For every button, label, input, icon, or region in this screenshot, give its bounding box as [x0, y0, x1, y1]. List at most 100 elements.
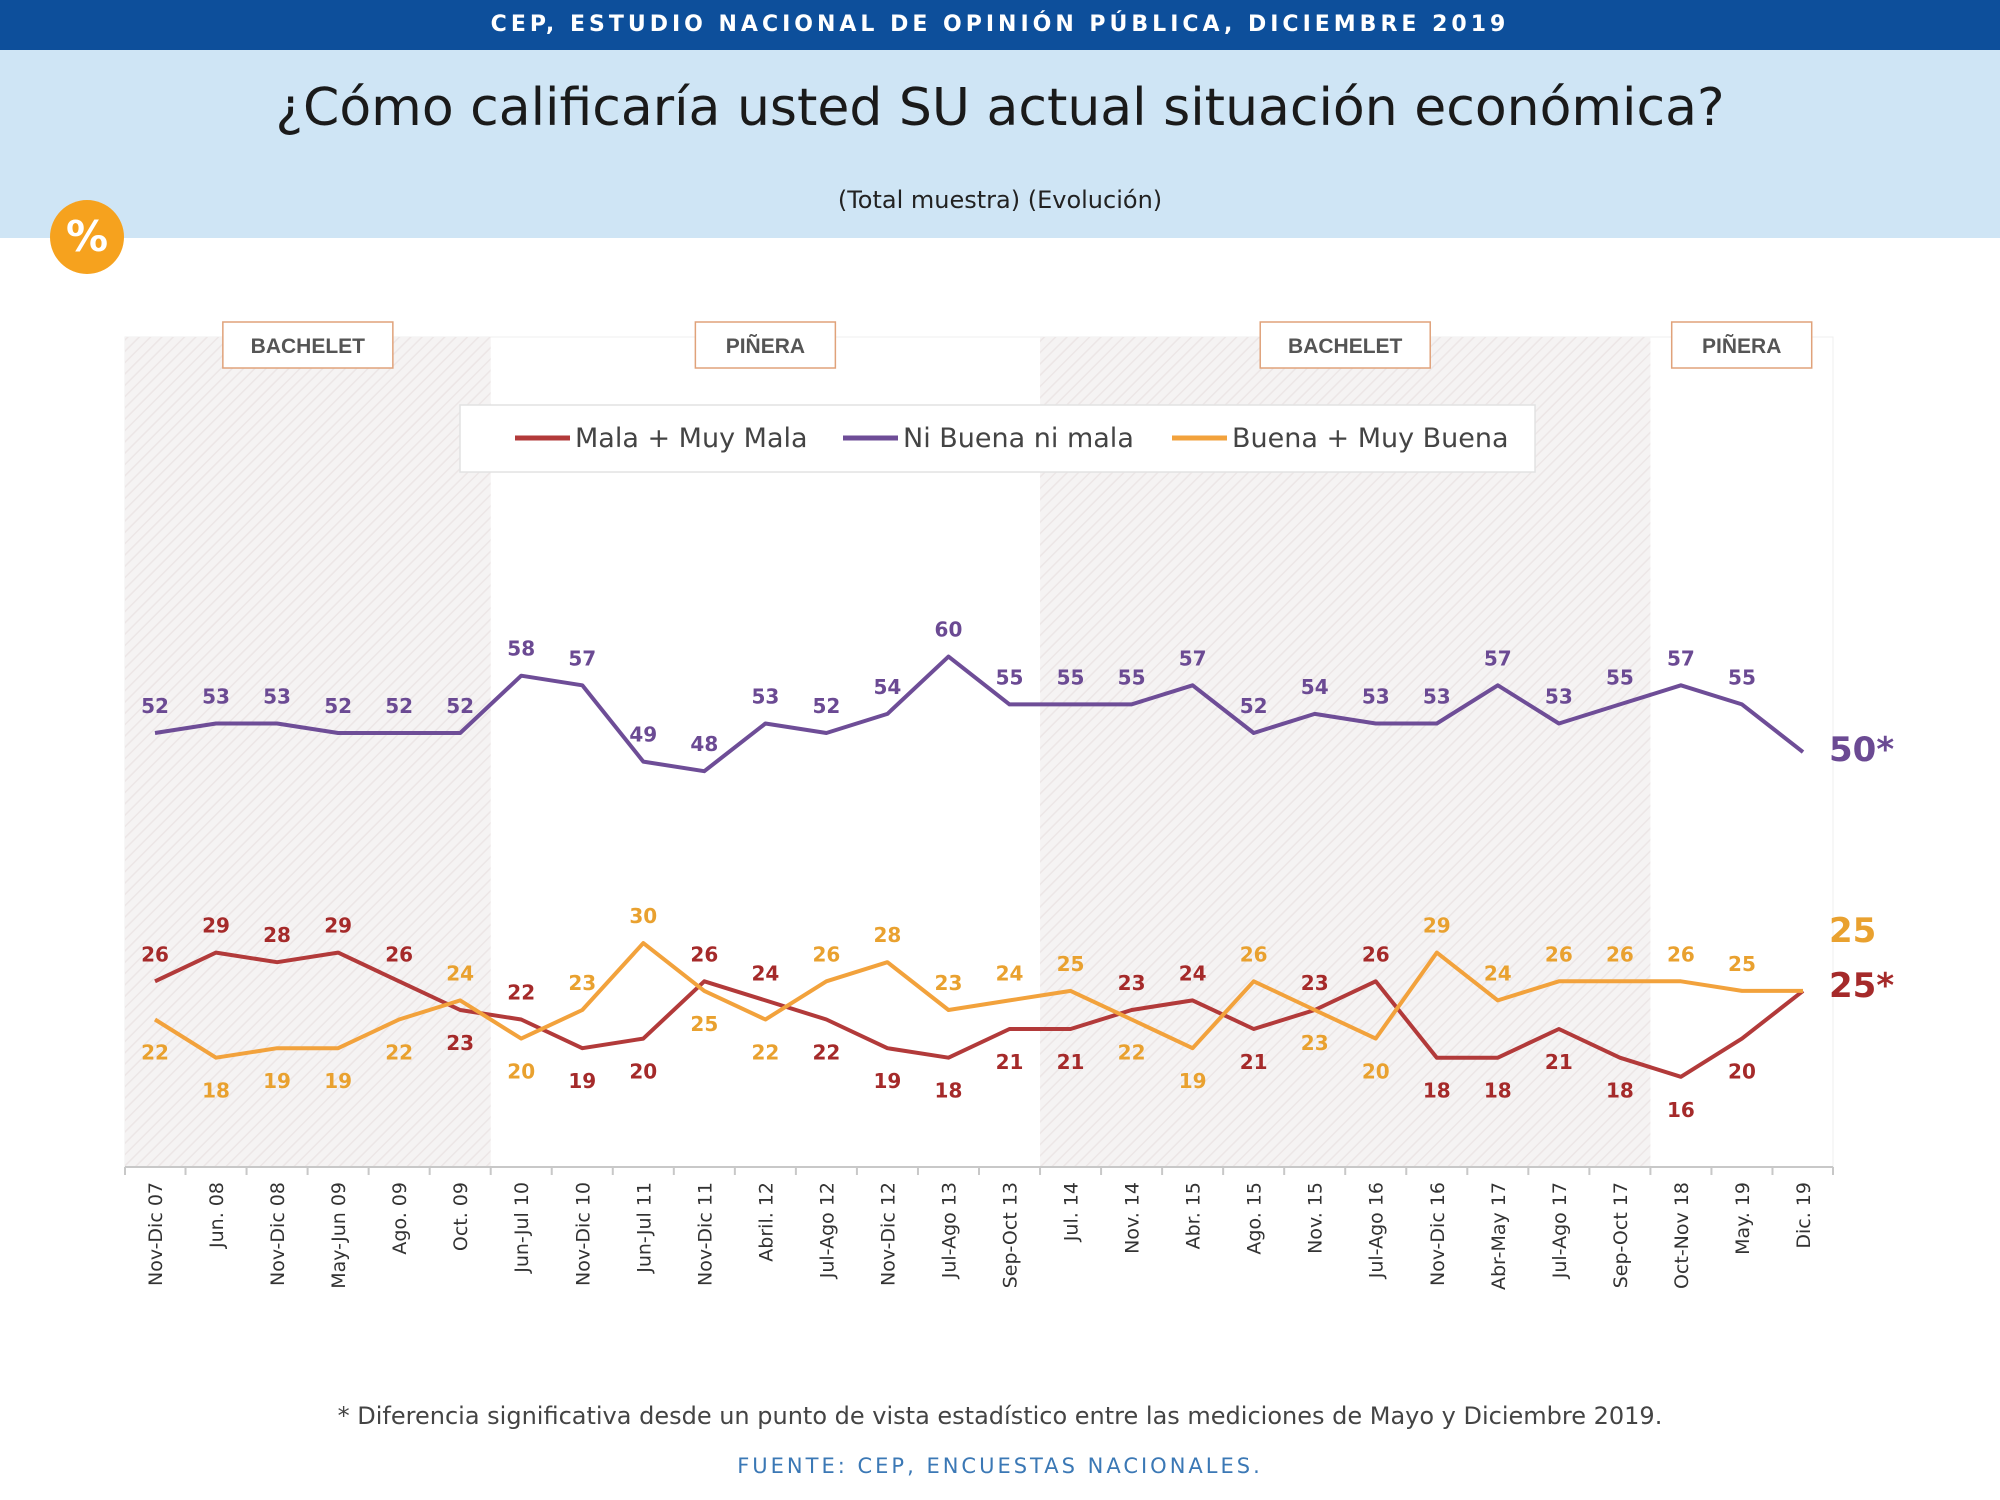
data-label: 22 — [812, 1041, 840, 1065]
data-label: 57 — [1179, 646, 1207, 670]
data-label: 26 — [1545, 942, 1573, 966]
data-label: 25 — [690, 1012, 718, 1036]
data-label: 25 — [1728, 952, 1756, 976]
data-label: 24 — [996, 961, 1024, 985]
data-label: 24 — [1179, 961, 1207, 985]
data-label: 26 — [1606, 942, 1634, 966]
period-label: BACHELET — [1288, 335, 1403, 358]
data-label: 18 — [1606, 1079, 1634, 1103]
x-tick-label: Dic. 19 — [1793, 1182, 1815, 1249]
data-label: 20 — [507, 1060, 535, 1084]
data-label: 21 — [996, 1050, 1024, 1074]
series-line-ni — [154, 654, 1805, 774]
x-tick-label: May-Jun 09 — [328, 1182, 350, 1289]
data-label: 23 — [1301, 971, 1329, 995]
period-label: PIÑERA — [726, 335, 805, 358]
x-tick-label: Nov-Dic 08 — [267, 1182, 289, 1286]
data-label: 29 — [324, 914, 352, 938]
data-label: 19 — [324, 1069, 352, 1093]
data-label: 23 — [568, 971, 596, 995]
data-label: 21 — [1545, 1050, 1573, 1074]
data-label: 19 — [1179, 1069, 1207, 1093]
x-tick-label: Nov. 15 — [1305, 1182, 1327, 1254]
x-tick-label: Jun-Jul 10 — [511, 1182, 533, 1274]
x-tick-label: Nov. 14 — [1122, 1182, 1144, 1254]
final-value-label: 25* — [1829, 966, 1894, 1006]
data-label: 22 — [507, 981, 535, 1005]
data-label: 55 — [996, 665, 1024, 689]
data-label: 57 — [568, 646, 596, 670]
data-label: 52 — [385, 694, 413, 718]
x-tick-label: Abr. 15 — [1183, 1182, 1205, 1249]
period-label: PIÑERA — [1702, 335, 1781, 358]
data-label: 19 — [263, 1069, 291, 1093]
data-label: 22 — [1118, 1041, 1146, 1065]
data-label: 21 — [1240, 1050, 1268, 1074]
source-note: FUENTE: CEP, ENCUESTAS NACIONALES. — [737, 1454, 1263, 1478]
x-tick-label: Nov-Dic 10 — [572, 1182, 594, 1286]
x-tick-label: Abril. 12 — [755, 1182, 777, 1262]
x-tick-label: Sep-Oct 13 — [1000, 1182, 1022, 1288]
period-shading — [125, 337, 491, 1167]
data-label: 23 — [446, 1031, 474, 1055]
data-label: 54 — [874, 675, 902, 699]
x-tick-label: Nov-Dic 16 — [1427, 1182, 1449, 1286]
data-label: 55 — [1057, 665, 1085, 689]
data-label: 28 — [874, 923, 902, 947]
data-label: 54 — [1301, 675, 1329, 699]
data-label: 58 — [507, 637, 535, 661]
legend-label: Buena + Muy Buena — [1232, 423, 1509, 454]
data-label: 20 — [629, 1060, 657, 1084]
x-tick-label: Jul-Ago 17 — [1549, 1182, 1571, 1279]
data-label: 53 — [1362, 684, 1390, 708]
data-label: 18 — [1484, 1079, 1512, 1103]
data-label: 18 — [1423, 1079, 1451, 1103]
data-label: 16 — [1667, 1098, 1695, 1122]
data-label: 24 — [1484, 961, 1512, 985]
data-label: 60 — [935, 618, 963, 642]
x-tick-label: Sep-Oct 17 — [1610, 1182, 1632, 1288]
legend — [459, 404, 1536, 473]
period-label-box — [222, 321, 394, 369]
data-label: 52 — [812, 694, 840, 718]
data-label: 24 — [751, 961, 779, 985]
x-tick-label: Jul. 14 — [1061, 1182, 1083, 1242]
x-tick-label: Jun. 08 — [206, 1182, 228, 1249]
data-label: 48 — [690, 732, 718, 756]
data-label: 29 — [1423, 914, 1451, 938]
data-label: 19 — [874, 1069, 902, 1093]
series-line-buena — [153, 941, 1803, 1060]
data-label: 20 — [1362, 1060, 1390, 1084]
data-label: 53 — [1545, 684, 1573, 708]
data-label: 53 — [751, 684, 779, 708]
data-label: 49 — [629, 723, 657, 747]
data-label: 52 — [324, 694, 352, 718]
x-tick-label: Abr-May 17 — [1488, 1182, 1510, 1290]
x-tick-label: Nov-Dic 12 — [877, 1182, 899, 1286]
period-shading — [1040, 337, 1651, 1167]
data-label: 30 — [629, 904, 657, 928]
data-label: 18 — [202, 1079, 230, 1103]
final-value-label: 25 — [1829, 911, 1876, 951]
data-label: 19 — [568, 1069, 596, 1093]
data-label: 23 — [1301, 1031, 1329, 1055]
data-label: 18 — [935, 1079, 963, 1103]
data-label: 26 — [690, 942, 718, 966]
data-label: 52 — [141, 694, 169, 718]
x-tick-label: Jul-Ago 13 — [938, 1182, 960, 1279]
data-label: 22 — [141, 1041, 169, 1065]
data-label: 26 — [1362, 942, 1390, 966]
period-label-box — [1259, 321, 1431, 369]
data-label: 53 — [202, 684, 230, 708]
x-tick-label: Jul-Ago 12 — [816, 1182, 838, 1279]
percent-badge-icon: % — [50, 200, 124, 274]
data-label: 22 — [385, 1041, 413, 1065]
x-tick-label: Nov-Dic 07 — [145, 1182, 167, 1286]
data-label: 23 — [1118, 971, 1146, 995]
data-label: 26 — [1667, 942, 1695, 966]
footnote: * Diferencia significativa desde un punt… — [337, 1402, 1663, 1430]
series-line-mala — [154, 950, 1805, 1079]
data-label: 52 — [1240, 694, 1268, 718]
data-label: 28 — [263, 923, 291, 947]
